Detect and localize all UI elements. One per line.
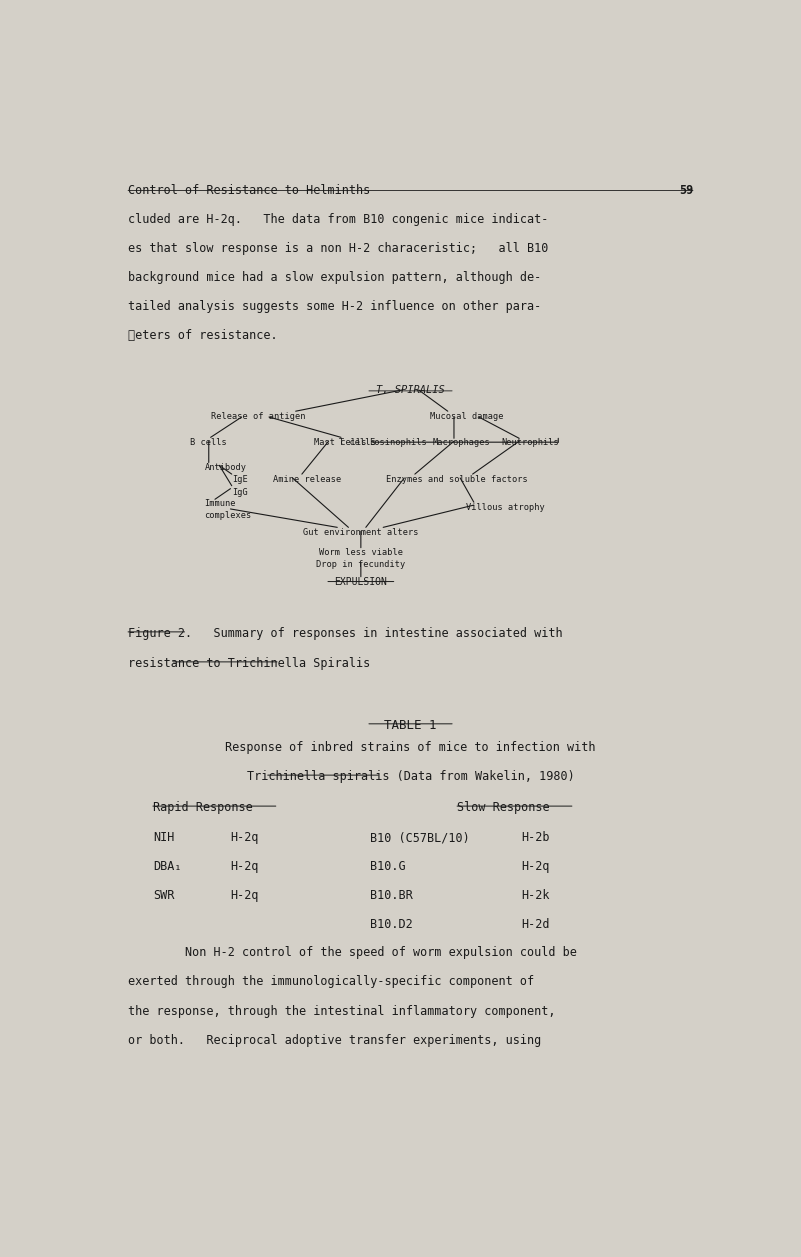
Text: the response, through the intestinal inflammatory component,: the response, through the intestinal inf…: [128, 1004, 556, 1017]
Text: Mast cells: Mast cells: [314, 439, 367, 447]
Text: Drop in fecundity: Drop in fecundity: [316, 561, 405, 569]
Text: resistance to Trichinella Spiralis: resistance to Trichinella Spiralis: [128, 657, 370, 670]
Text: H-2q: H-2q: [521, 860, 549, 874]
Text: Enzymes and soluble factors: Enzymes and soluble factors: [386, 475, 527, 484]
Text: tailed analysis suggests some H-2 influence on other para-: tailed analysis suggests some H-2 influe…: [128, 300, 541, 313]
Text: H-2b: H-2b: [521, 831, 549, 845]
Text: DBA₁: DBA₁: [153, 860, 181, 874]
Text: B10.D2: B10.D2: [370, 919, 413, 931]
Text: Amine release: Amine release: [272, 475, 341, 484]
Text: B cells: B cells: [191, 439, 227, 447]
Text: Control of Resistance to Helminths: Control of Resistance to Helminths: [128, 184, 370, 197]
Text: H-2q: H-2q: [231, 860, 259, 874]
Text: cluded are H-2q.   The data from B10 congenic mice indicat-: cluded are H-2q. The data from B10 conge…: [128, 212, 549, 226]
Text: IgE: IgE: [232, 475, 248, 484]
Text: or both.   Reciprocal adoptive transfer experiments, using: or both. Reciprocal adoptive transfer ex…: [128, 1033, 541, 1047]
Text: Eosinophils: Eosinophils: [369, 439, 427, 447]
Text: B10.BR: B10.BR: [370, 890, 413, 903]
Text: Slow Response: Slow Response: [457, 801, 549, 815]
Text: B10.G: B10.G: [370, 860, 406, 874]
Text: 59: 59: [678, 184, 693, 197]
Text: Neutrophils: Neutrophils: [501, 439, 559, 447]
Text: H-2k: H-2k: [521, 890, 549, 903]
Text: EXPULSION: EXPULSION: [334, 577, 388, 587]
Text: Gut environment alters: Gut environment alters: [303, 528, 419, 537]
Text: Rapid Response: Rapid Response: [153, 801, 252, 815]
Text: Macrophages: Macrophages: [433, 439, 490, 447]
Text: Trichinella spiralis (Data from Wakelin, 1980): Trichinella spiralis (Data from Wakelin,…: [247, 771, 574, 783]
Text: Immune: Immune: [204, 499, 236, 508]
Text: Villous atrophy: Villous atrophy: [466, 503, 545, 512]
Text: es that slow response is a non H-2 characeristic;   all B10: es that slow response is a non H-2 chara…: [128, 241, 549, 255]
Text: Worm less viable: Worm less viable: [319, 548, 403, 557]
Text: H-2q: H-2q: [231, 890, 259, 903]
Text: Response of inbred strains of mice to infection with: Response of inbred strains of mice to in…: [225, 742, 596, 754]
Text: background mice had a slow expulsion pattern, although de-: background mice had a slow expulsion pat…: [128, 270, 541, 284]
Text: H-2d: H-2d: [521, 919, 549, 931]
Text: exerted through the immunologically-specific component of: exerted through the immunologically-spec…: [128, 975, 534, 988]
Text: IgG: IgG: [232, 488, 248, 497]
Text: Figure 2.   Summary of responses in intestine associated with: Figure 2. Summary of responses in intest…: [128, 627, 562, 640]
Text: Release of antigen: Release of antigen: [211, 412, 306, 421]
Text: complexes: complexes: [204, 510, 252, 520]
Text: SWR: SWR: [153, 890, 175, 903]
Text: T cells: T cells: [340, 439, 376, 447]
Text: H-2q: H-2q: [231, 831, 259, 845]
Text: T. SPIRALIS: T. SPIRALIS: [376, 385, 445, 395]
Text: NIH: NIH: [153, 831, 175, 845]
Text: Mucosal damage: Mucosal damage: [429, 412, 503, 421]
Text: TABLE 1: TABLE 1: [384, 719, 437, 732]
Text: ʺeters of resistance.: ʺeters of resistance.: [128, 329, 278, 342]
Text: Non H-2 control of the speed of worm expulsion could be: Non H-2 control of the speed of worm exp…: [128, 947, 577, 959]
Text: B10 (C57BL/10): B10 (C57BL/10): [370, 831, 470, 845]
Text: Antibody: Antibody: [204, 463, 247, 471]
